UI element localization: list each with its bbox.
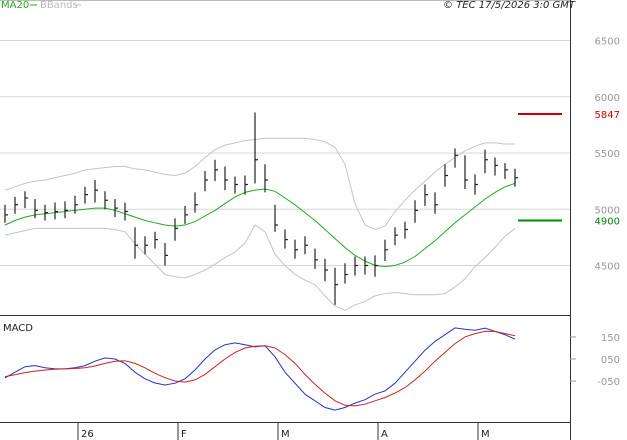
level-label: 4900 — [595, 217, 620, 228]
credit: © TEC 17/5/2026 3:0 GMT — [443, 0, 576, 11]
y-tick-label: 050 — [601, 355, 620, 366]
y-tick-label: 150 — [601, 333, 620, 344]
x-tick-label: F — [181, 429, 187, 440]
bband-lower — [4, 224, 516, 312]
x-tick-label: M — [481, 429, 490, 440]
macd-line — [4, 330, 516, 407]
legend-bbands: BBands — [40, 0, 78, 11]
y-tick-label: 6500 — [595, 37, 620, 48]
y-tick-label: 6000 — [595, 93, 620, 104]
y-tick-label: 5500 — [595, 149, 620, 160]
y-tick-label: 4500 — [595, 262, 620, 273]
x-tick-label: A — [381, 429, 388, 440]
level-label: 5847 — [595, 110, 620, 121]
y-tick-label: -050 — [597, 377, 620, 388]
x-tick-label: M — [281, 429, 290, 440]
y-tick-label: 5000 — [595, 205, 620, 216]
macd-title: MACD — [3, 323, 33, 334]
ma20-line — [4, 182, 516, 268]
x-tick-label: 26 — [81, 429, 94, 440]
bband-upper — [4, 137, 515, 231]
legend-ma20: MA20 — [1, 0, 29, 11]
